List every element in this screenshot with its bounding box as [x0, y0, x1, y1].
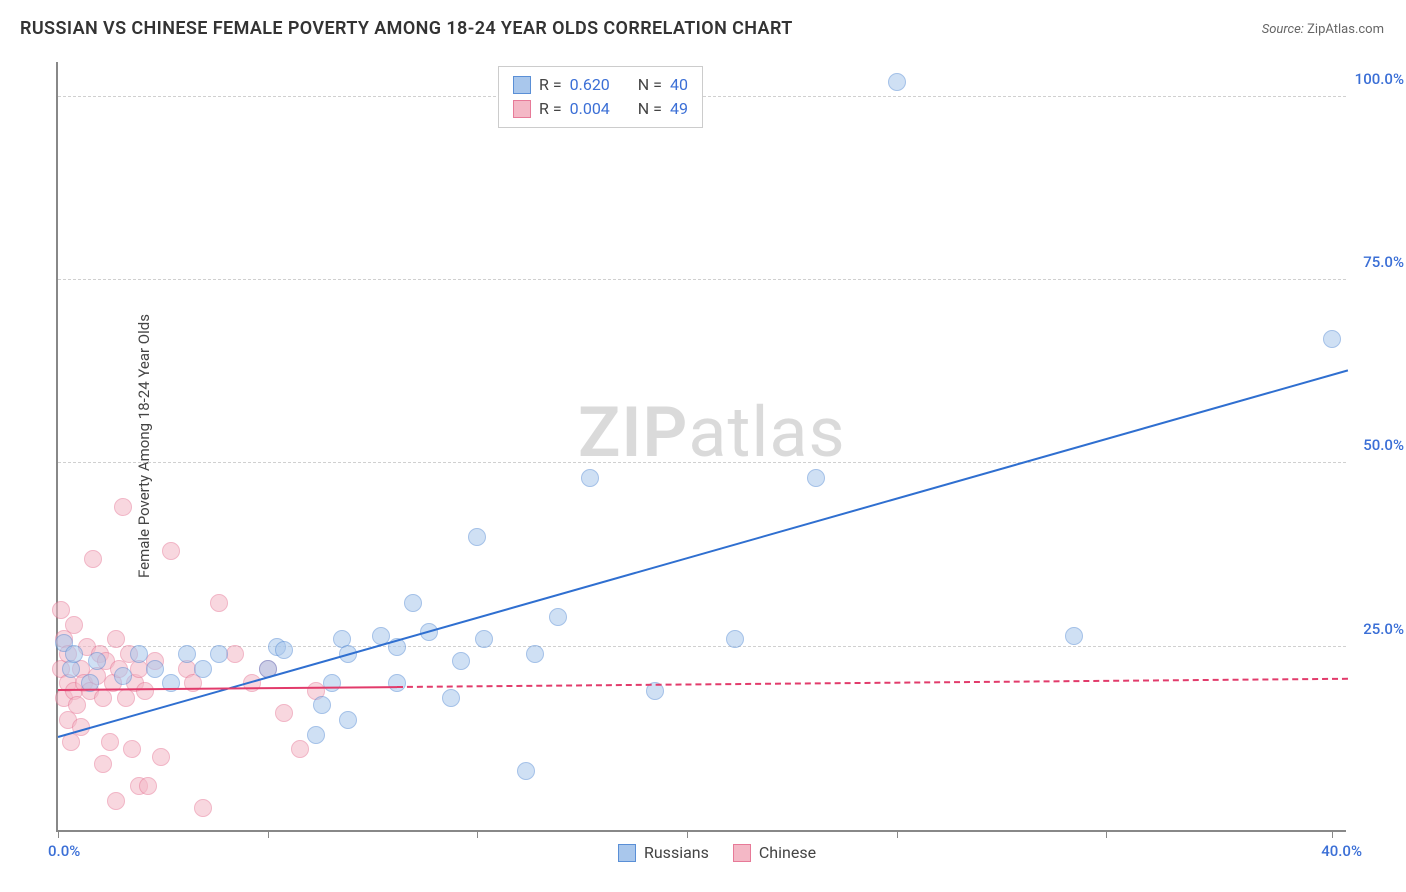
x-tick	[58, 830, 59, 838]
x-tick	[1106, 830, 1107, 838]
data-point	[114, 498, 132, 516]
correlation-legend: R = 0.620 N = 40 R = 0.004 N = 49	[498, 66, 703, 128]
data-point	[130, 645, 148, 663]
n-label: N =	[638, 97, 662, 121]
data-point	[404, 594, 422, 612]
trend-line	[397, 677, 1348, 687]
gridline	[58, 646, 1346, 647]
data-point	[65, 645, 83, 663]
data-point	[114, 667, 132, 685]
data-point	[152, 748, 170, 766]
data-point	[1065, 627, 1083, 645]
data-point	[226, 645, 244, 663]
legend-swatch	[513, 76, 531, 94]
data-point	[107, 792, 125, 810]
data-point	[726, 630, 744, 648]
x-tick	[268, 830, 269, 838]
chart-title: RUSSIAN VS CHINESE FEMALE POVERTY AMONG …	[20, 18, 793, 39]
source-value: ZipAtlas.com	[1307, 22, 1384, 37]
data-point	[442, 689, 460, 707]
legend-item: Chinese	[733, 843, 816, 862]
legend-swatch	[618, 844, 636, 862]
data-point	[68, 696, 86, 714]
data-point	[339, 711, 357, 729]
x-tick	[1332, 830, 1333, 838]
data-point	[88, 652, 106, 670]
legend-row: R = 0.620 N = 40	[513, 73, 688, 97]
data-point	[323, 674, 341, 692]
data-point	[526, 645, 544, 663]
data-point	[275, 704, 293, 722]
x-axis-label: 40.0%	[1321, 842, 1362, 860]
data-point	[307, 726, 325, 744]
legend-label: Russians	[644, 843, 709, 862]
data-point	[807, 469, 825, 487]
y-tick-label: 50.0%	[1363, 436, 1404, 454]
legend-label: Chinese	[759, 843, 816, 862]
r-value: 0.620	[570, 73, 610, 97]
y-tick-label: 75.0%	[1363, 253, 1404, 271]
data-point	[52, 601, 70, 619]
n-label: N =	[638, 73, 662, 97]
data-point	[101, 733, 119, 751]
y-tick-label: 100.0%	[1355, 70, 1404, 88]
legend-swatch	[733, 844, 751, 862]
data-point	[65, 616, 83, 634]
data-point	[210, 645, 228, 663]
data-point	[475, 630, 493, 648]
r-label: R =	[539, 73, 562, 97]
gridline	[58, 462, 1346, 463]
data-point	[1323, 330, 1341, 348]
data-point	[549, 608, 567, 626]
r-value: 0.004	[570, 97, 610, 121]
data-point	[194, 660, 212, 678]
data-point	[388, 674, 406, 692]
data-point	[468, 528, 486, 546]
x-axis-label: 0.0%	[48, 842, 80, 860]
data-point	[194, 799, 212, 817]
legend-swatch	[513, 100, 531, 118]
source-label: Source:	[1262, 22, 1304, 37]
series-legend: Russians Chinese	[618, 843, 816, 862]
gridline	[58, 279, 1346, 280]
data-point	[581, 469, 599, 487]
data-point	[84, 550, 102, 568]
data-point	[107, 630, 125, 648]
data-point	[146, 660, 164, 678]
data-point	[888, 73, 906, 91]
n-value: 40	[670, 73, 688, 97]
r-label: R =	[539, 97, 562, 121]
data-point	[291, 740, 309, 758]
data-point	[178, 645, 196, 663]
data-point	[136, 682, 154, 700]
legend-row: R = 0.004 N = 49	[513, 97, 688, 121]
scatter-plot: ZIPatlas 25.0%50.0%75.0%100.0%0.0%40.0%R…	[56, 62, 1346, 832]
y-tick-label: 25.0%	[1363, 620, 1404, 638]
data-point	[123, 740, 141, 758]
x-tick	[897, 830, 898, 838]
data-point	[313, 696, 331, 714]
data-point	[452, 652, 470, 670]
data-point	[275, 641, 293, 659]
data-point	[210, 594, 228, 612]
data-point	[94, 755, 112, 773]
x-tick	[687, 830, 688, 838]
data-point	[517, 762, 535, 780]
legend-item: Russians	[618, 843, 709, 862]
source-credit: Source: ZipAtlas.com	[1262, 22, 1384, 37]
data-point	[162, 542, 180, 560]
x-tick	[477, 830, 478, 838]
n-value: 49	[670, 97, 688, 121]
data-point	[139, 777, 157, 795]
